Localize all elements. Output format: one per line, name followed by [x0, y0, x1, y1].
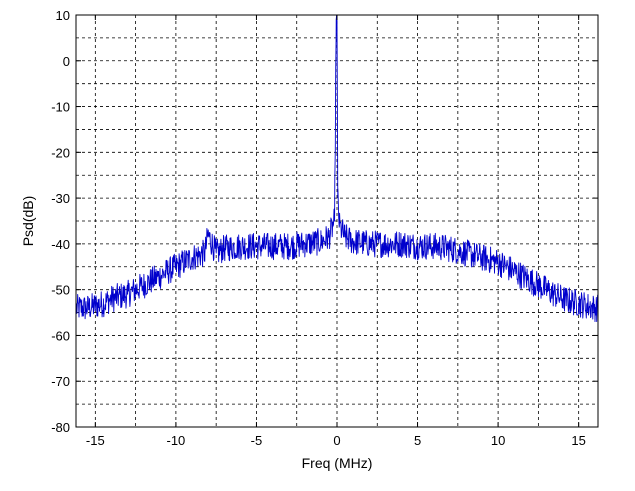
y-tick-label: 10	[56, 8, 70, 23]
x-tick-label: 0	[333, 433, 340, 448]
y-tick-label: -20	[51, 145, 70, 160]
x-tick-label: -10	[166, 433, 185, 448]
y-tick-label: -70	[51, 374, 70, 389]
y-tick-label: 0	[63, 54, 70, 69]
y-tick-label: -40	[51, 237, 70, 252]
y-tick-label: -60	[51, 328, 70, 343]
y-tick-label: -50	[51, 283, 70, 298]
x-axis-label: Freq (MHz)	[302, 455, 373, 471]
x-tick-label: 15	[571, 433, 585, 448]
y-tick-label: -30	[51, 191, 70, 206]
x-tick-label: -15	[86, 433, 105, 448]
y-axis-label: Psd(dB)	[20, 196, 36, 247]
x-tick-label: -5	[251, 433, 263, 448]
y-tick-label: -80	[51, 420, 70, 435]
x-tick-label: 5	[414, 433, 421, 448]
x-tick-label: 10	[491, 433, 505, 448]
tick-layer: -15 -10 -5 0 5 10 15100-10-20-30-40-50-60-70-8…	[51, 8, 598, 448]
y-tick-label: -10	[51, 100, 70, 115]
